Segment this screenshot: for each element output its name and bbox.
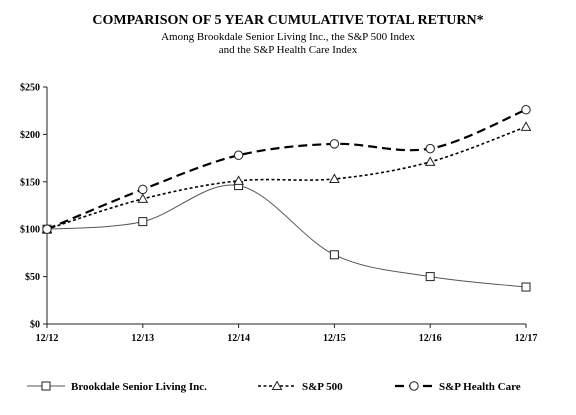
- series-square: [42, 181, 531, 292]
- series-circle: [42, 105, 531, 234]
- x-axis-ticks: 12/12 12/13 12/14 12/15 12/16 12/17: [36, 324, 538, 344]
- data-point-square: [329, 250, 339, 260]
- y-tick-label: $100: [20, 225, 40, 236]
- y-tick-label: $50: [25, 272, 40, 283]
- series-layer: [41, 105, 532, 292]
- data-point-triangle: [424, 156, 436, 166]
- data-point-circle: [521, 105, 531, 115]
- legend-item: S&P 500: [258, 380, 343, 393]
- series-line: [46, 184, 527, 288]
- x-tick-label: 12/15: [323, 333, 346, 344]
- data-point-circle: [42, 224, 52, 234]
- data-point-triangle: [520, 121, 532, 131]
- y-tick-label: $250: [20, 83, 40, 94]
- axes: [46, 87, 526, 325]
- legend: Brookdale Senior Living Inc. S&P 500 S&P H…: [27, 380, 521, 393]
- data-point-circle: [425, 143, 435, 154]
- x-tick-label: 12/13: [131, 333, 154, 344]
- data-point-circle: [138, 184, 148, 195]
- chart-subtitle-line-1: Among Brookdale Senior Living Inc., the …: [161, 31, 415, 43]
- data-point-triangle: [233, 175, 244, 185]
- series-line: [46, 108, 527, 231]
- y-tick-label: $150: [20, 177, 40, 188]
- x-tick-label: 12/12: [36, 333, 59, 344]
- legend-label: S&P 500: [302, 381, 343, 393]
- x-tick-label: 12/16: [419, 333, 442, 344]
- legend-item: S&P Health Care: [395, 381, 521, 393]
- legend-item: Brookdale Senior Living Inc.: [27, 381, 207, 393]
- x-tick-label: 12/14: [227, 333, 250, 344]
- series-line: [46, 126, 527, 230]
- x-tick-label: 12/17: [515, 333, 538, 344]
- legend-marker-triangle: [271, 380, 283, 390]
- y-tick-label: $0: [30, 320, 40, 331]
- legend-label: Brookdale Senior Living Inc.: [71, 381, 207, 393]
- data-point-square: [521, 282, 531, 292]
- legend-label: S&P Health Care: [439, 381, 521, 393]
- y-tick-label: $200: [20, 130, 40, 141]
- data-point-triangle: [137, 193, 149, 203]
- y-axis-ticks: $0 $50 $100 $150 $200 $250: [20, 83, 47, 331]
- data-point-square: [425, 272, 435, 282]
- data-point-circle: [329, 139, 340, 149]
- legend-marker-circle: [409, 381, 419, 391]
- chart-title: COMPARISON OF 5 YEAR CUMULATIVE TOTAL RE…: [92, 13, 483, 28]
- data-point-circle: [233, 150, 244, 160]
- data-point-square: [138, 217, 148, 227]
- chart-subtitle-line-2: and the S&P Health Care Index: [219, 44, 358, 56]
- data-point-triangle: [329, 173, 340, 183]
- legend-marker-square: [41, 381, 51, 391]
